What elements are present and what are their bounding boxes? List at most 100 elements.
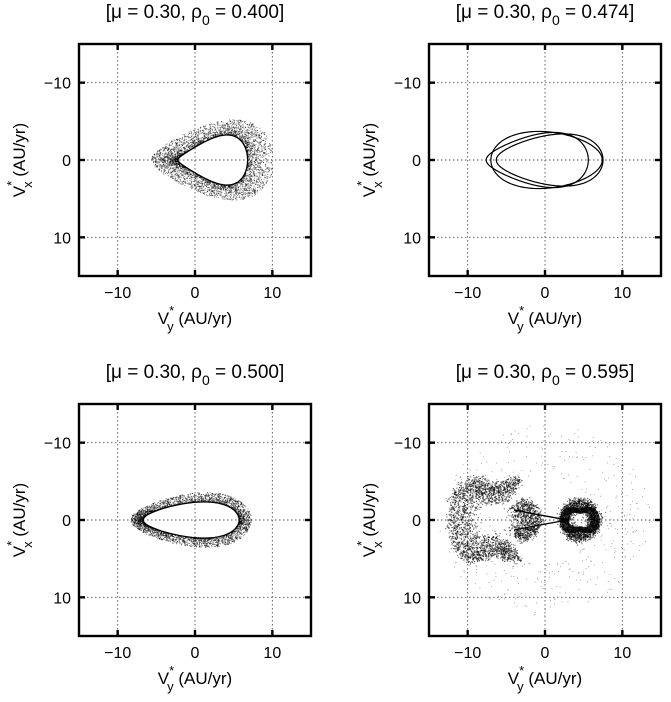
data-point xyxy=(262,183,264,185)
data-point xyxy=(172,157,174,159)
data-point xyxy=(192,136,194,138)
data-point xyxy=(184,184,186,187)
data-point xyxy=(182,169,184,171)
data-point xyxy=(217,133,219,135)
data-point xyxy=(161,167,163,169)
data-point xyxy=(253,151,255,153)
data-point xyxy=(204,126,206,128)
data-point xyxy=(169,151,171,153)
data-point xyxy=(236,190,238,192)
data-point xyxy=(221,185,223,187)
data-point xyxy=(229,198,232,200)
data-point xyxy=(174,147,176,149)
y-tick-label: 10 xyxy=(403,230,421,247)
data-point xyxy=(250,185,252,187)
data-point xyxy=(266,153,268,155)
data-point xyxy=(166,154,168,156)
data-point xyxy=(205,182,207,184)
data-point xyxy=(241,137,243,139)
data-point xyxy=(192,133,194,135)
data-point xyxy=(247,135,250,137)
y-axis-label: V*x (AU/yr) xyxy=(354,123,385,197)
data-point xyxy=(253,166,255,168)
data-point xyxy=(205,495,207,497)
data-point xyxy=(229,131,231,133)
data-point xyxy=(170,151,172,153)
data-point xyxy=(233,126,235,128)
data-point xyxy=(167,167,169,169)
data-point xyxy=(250,151,252,154)
data-point xyxy=(161,157,163,159)
data-point xyxy=(256,187,258,189)
data-point xyxy=(155,163,157,165)
data-point xyxy=(208,129,210,131)
data-point xyxy=(248,146,250,149)
data-point xyxy=(163,147,165,149)
data-point xyxy=(194,142,196,144)
data-point xyxy=(178,150,180,152)
data-point xyxy=(169,154,172,156)
data-point xyxy=(196,177,198,179)
data-point xyxy=(238,124,241,126)
data-point xyxy=(154,165,156,167)
data-point xyxy=(244,189,246,191)
data-point xyxy=(229,132,231,134)
data-point xyxy=(252,153,254,155)
data-point xyxy=(252,132,254,134)
data-point xyxy=(251,156,254,158)
data-point xyxy=(179,147,181,149)
data-point xyxy=(256,151,258,153)
data-point xyxy=(260,182,262,184)
data-point xyxy=(250,175,252,177)
data-point xyxy=(206,194,208,196)
data-point xyxy=(265,164,267,166)
data-point xyxy=(163,504,165,506)
data-point xyxy=(259,130,261,132)
data-point xyxy=(153,160,155,162)
data-point xyxy=(254,193,257,195)
data-point xyxy=(160,165,162,167)
data-point xyxy=(166,159,168,161)
data-point xyxy=(246,531,248,533)
data-point xyxy=(191,178,193,180)
data-point xyxy=(248,157,251,159)
x-axis-label: V* y (AU/yr) xyxy=(508,303,582,334)
data-point xyxy=(244,523,246,525)
data-point xyxy=(186,180,188,182)
data-point xyxy=(193,139,195,141)
data-point xyxy=(192,129,194,131)
data-point xyxy=(172,167,174,169)
data-point xyxy=(262,139,264,141)
data-point xyxy=(191,497,193,499)
data-point xyxy=(252,155,254,157)
data-point xyxy=(247,191,249,193)
data-point xyxy=(149,533,151,535)
data-point xyxy=(249,192,251,194)
data-point xyxy=(236,505,238,508)
data-point xyxy=(184,148,186,150)
data-point xyxy=(264,147,266,149)
data-point xyxy=(179,165,181,167)
data-point xyxy=(173,153,175,155)
data-point xyxy=(253,146,255,148)
data-point xyxy=(180,142,182,144)
data-point xyxy=(223,131,225,133)
data-point xyxy=(235,126,237,128)
data-point xyxy=(248,176,250,179)
data-point xyxy=(241,191,243,193)
data-point xyxy=(207,128,209,130)
data-point xyxy=(268,162,270,164)
data-point xyxy=(175,144,177,146)
data-point xyxy=(201,138,203,140)
data-point xyxy=(254,167,256,169)
data-point xyxy=(157,163,159,165)
data-point xyxy=(198,141,200,143)
data-point xyxy=(211,184,213,187)
data-point xyxy=(219,193,221,195)
data-point xyxy=(174,153,176,155)
data-point xyxy=(266,176,268,178)
data-point xyxy=(267,173,269,176)
data-point xyxy=(234,132,237,134)
data-point xyxy=(189,146,191,148)
data-point xyxy=(198,182,200,184)
